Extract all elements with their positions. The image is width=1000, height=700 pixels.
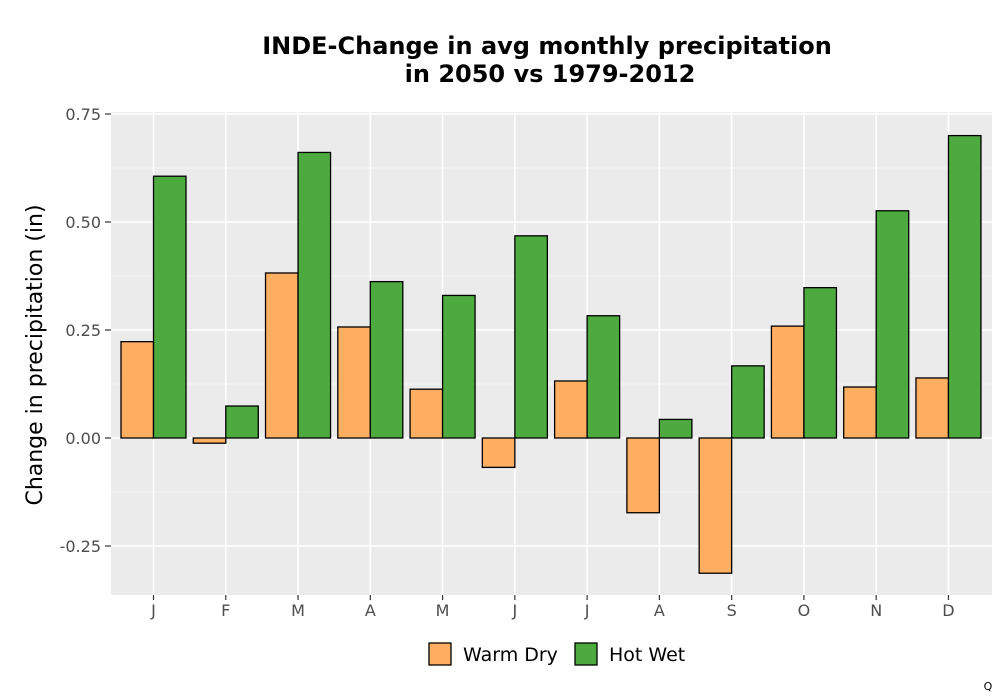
bar-warm-dry-12 [915, 377, 950, 439]
bar-hot-wet-4 [369, 280, 404, 439]
bar-warm-dry-6 [481, 437, 516, 469]
bar-warm-dry-7 [553, 380, 588, 439]
bar-hot-wet-6 [514, 235, 548, 439]
x-tick-label: A [654, 601, 665, 620]
corner-mark: Q [984, 680, 993, 693]
bar-hot-wet-9 [731, 365, 765, 439]
y-tick-label: 0.75 [65, 105, 101, 124]
legend-key-hot-wet [574, 642, 598, 666]
bars-group [120, 134, 982, 574]
chart-title-line-1: INDE-Change in avg monthly precipitation [262, 32, 832, 60]
x-tick-label: S [727, 601, 737, 620]
x-tick-label: A [365, 601, 376, 620]
bar-hot-wet-12 [947, 134, 982, 439]
x-tick-label: N [870, 601, 882, 620]
y-tick-label: 0.25 [65, 321, 101, 340]
bar-hot-wet-1 [152, 175, 187, 439]
bar-hot-wet-10 [803, 287, 838, 439]
plot-panel [111, 112, 992, 595]
bar-warm-dry-11 [843, 386, 877, 439]
x-tick-label: O [798, 601, 811, 620]
bar-hot-wet-11 [875, 210, 910, 439]
bar-hot-wet-2 [225, 405, 259, 439]
y-tick-label: -0.25 [60, 537, 101, 556]
y-tick-label: 0.50 [65, 213, 101, 232]
x-tick-label: F [221, 601, 230, 620]
bar-warm-dry-3 [264, 272, 299, 439]
bar-warm-dry-5 [409, 388, 444, 439]
bar-hot-wet-7 [586, 315, 621, 439]
y-axis-title: Change in precipitation (in) [23, 204, 48, 505]
bar-hot-wet-5 [441, 294, 476, 439]
legend-key-warm-dry [428, 642, 452, 666]
bar-warm-dry-4 [337, 326, 371, 439]
bar-warm-dry-8 [626, 437, 661, 514]
legend-label-hot-wet: Hot Wet [609, 644, 685, 666]
x-tick-label: D [942, 601, 954, 620]
x-tick-label: J [150, 601, 156, 620]
bar-warm-dry-9 [698, 437, 733, 574]
bar-hot-wet-8 [658, 418, 693, 439]
x-tick-label: J [584, 601, 590, 620]
chart-title-line-2: in 2050 vs 1979-2012 [405, 60, 696, 88]
x-tick-label: M [436, 601, 450, 620]
x-tick-label: M [291, 601, 305, 620]
bar-hot-wet-3 [297, 151, 332, 439]
bar-warm-dry-2 [192, 437, 227, 444]
y-axis: -0.25 0.00 0.25 0.50 0.75 [60, 105, 111, 556]
x-tick-label: J [511, 601, 517, 620]
legend-label-warm-dry: Warm Dry [463, 644, 558, 666]
bar-warm-dry-1 [120, 341, 155, 439]
y-tick-label: 0.00 [65, 429, 101, 448]
bar-warm-dry-10 [770, 325, 805, 439]
legend: Warm Dry Hot Wet [428, 642, 685, 666]
